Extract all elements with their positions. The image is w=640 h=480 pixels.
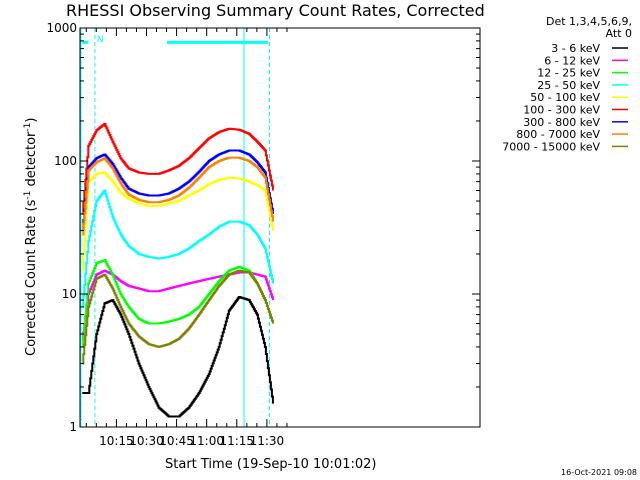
y-tick-label: 1000 — [46, 21, 77, 35]
legend-label: 50 - 100 keV — [530, 91, 600, 104]
legend-header-line-2: Att 0 — [606, 27, 632, 40]
y-tick-label: 100 — [54, 154, 77, 168]
x-axis-label: Start Time (19-Sep-10 10:01:02) — [165, 457, 376, 472]
plot-area: N — [80, 28, 274, 427]
legend-label: 25 - 50 keV — [537, 79, 600, 92]
y-axis-label: Corrected Count Rate (s-1 detector-1) — [23, 118, 39, 356]
y-tick-label: 10 — [62, 287, 77, 301]
x-tick-label: 10:45 — [159, 434, 194, 448]
y-tick-label: 1 — [69, 420, 77, 434]
legend-label: 3 - 6 keV — [551, 42, 600, 55]
footer-date: 16-Oct-2021 09:08 — [561, 468, 637, 477]
legend-label: 100 - 300 keV — [523, 104, 600, 117]
legend-header-line-1: Det 1,3,4,5,6,9, — [546, 15, 632, 28]
series-line-0 — [82, 296, 274, 418]
series-line-3 — [82, 189, 274, 308]
legend-label: 7000 - 15000 keV — [502, 140, 600, 153]
series-line-8 — [82, 269, 274, 365]
series-line-4 — [82, 171, 274, 272]
y-axis: 1 10 100 1000 — [46, 21, 480, 434]
x-tick-label: 11:30 — [250, 434, 285, 448]
series-line-6 — [82, 149, 274, 232]
legend-label: 6 - 12 keV — [544, 54, 600, 67]
x-tick-label: 10:30 — [129, 434, 164, 448]
legend-label: 12 - 25 keV — [537, 67, 600, 80]
chart-title: RHESSI Observing Summary Count Rates, Co… — [66, 1, 485, 20]
x-tick-label: 11:15 — [219, 434, 254, 448]
plot-frame — [79, 27, 481, 428]
x-tick-label: 11:00 — [189, 434, 224, 448]
legend-label: 300 - 800 keV — [523, 116, 600, 129]
legend-label: 800 - 7000 keV — [516, 128, 600, 141]
x-tick-label: 10:15 — [99, 434, 134, 448]
series-line-5 — [82, 122, 274, 215]
night-marker-label: N — [97, 35, 104, 45]
series-line-7 — [82, 156, 274, 236]
series-line-2 — [82, 259, 274, 348]
